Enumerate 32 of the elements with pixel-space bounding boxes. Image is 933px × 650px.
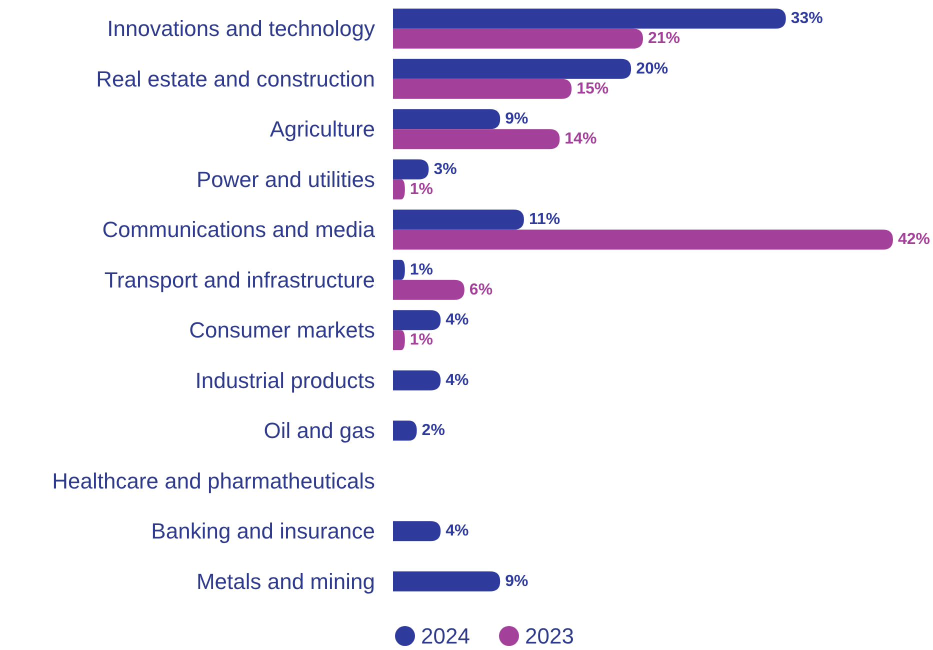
data-label: 14% [564, 130, 597, 148]
y-tick-label: Consumer markets [189, 318, 375, 343]
data-label: 9% [505, 572, 528, 590]
y-tick-label: Real estate and construction [96, 66, 375, 92]
data-label: 1% [410, 180, 434, 198]
y-tick-label: Transport and infrastructure [104, 267, 375, 292]
data-label: 9% [505, 110, 528, 128]
data-label: 4% [446, 312, 469, 329]
data-label: 2% [422, 422, 445, 440]
data-label: 21% [648, 30, 680, 48]
data-label: 6% [469, 281, 493, 298]
y-tick-label: Industrial products [195, 368, 375, 393]
data-label: 4% [446, 522, 469, 540]
y-tick-label: Oil and gas [264, 418, 375, 444]
y-tick-label: Banking and insurance [151, 518, 375, 544]
data-label: 1% [410, 261, 434, 278]
data-label: 15% [576, 80, 609, 98]
data-label: 42% [898, 231, 930, 248]
y-tick-label: Innovations and technology [107, 16, 375, 42]
y-tick-label: Agriculture [270, 116, 375, 142]
y-tick-label: Communications and media [102, 217, 376, 242]
legend-label: 2024 [421, 624, 470, 648]
data-label: 20% [636, 60, 668, 78]
data-label: 4% [446, 372, 469, 389]
data-label: 1% [410, 332, 434, 349]
y-tick-label: Power and utilities [196, 166, 375, 192]
y-tick-label: Metals and mining [196, 568, 375, 594]
data-label: 33% [790, 10, 823, 28]
data-label: 11% [528, 211, 560, 228]
legend-label: 2023 [525, 624, 574, 648]
data-label: 3% [434, 160, 457, 178]
y-tick-label: Healthcare and pharmatheuticals [52, 468, 375, 494]
